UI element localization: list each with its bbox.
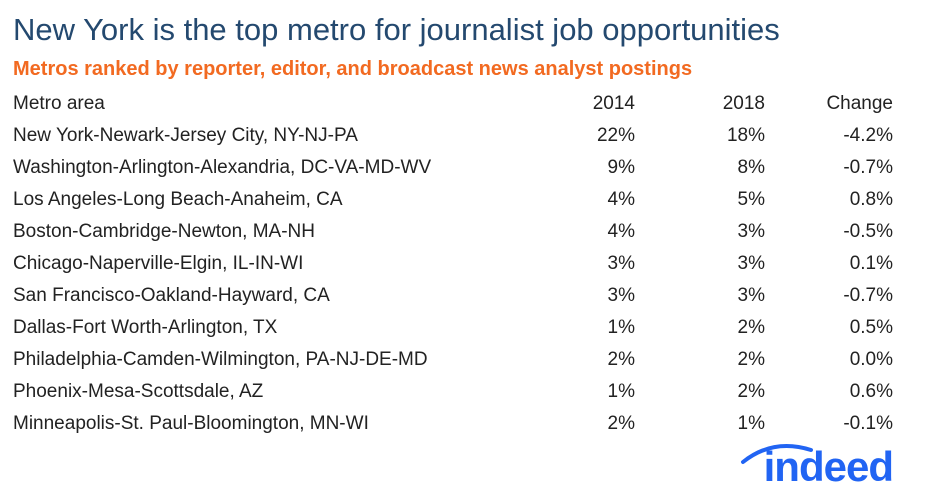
metro-name: Washington-Arlington-Alexandria, DC-VA-M… (13, 157, 432, 178)
table-cell: 4% (607, 221, 635, 242)
table-cell: 2% (607, 413, 635, 434)
table-cell: 2% (737, 381, 765, 402)
table-cell: 0.1% (849, 253, 893, 274)
table-cell: 8% (737, 157, 765, 178)
table-cell: 1% (737, 413, 765, 434)
table-cell: 0.5% (849, 317, 893, 338)
title: New York is the top metro for journalist… (13, 12, 780, 47)
table-cell: 1% (607, 381, 635, 402)
metro-name: New York-Newark-Jersey City, NY-NJ-PA (13, 125, 358, 146)
logo: indeed (733, 440, 894, 490)
table-cell: -0.7% (843, 157, 893, 178)
table-cell: 22% (596, 125, 635, 146)
table-cell: 5% (737, 189, 765, 210)
column-header: 2018 (722, 93, 765, 114)
logo-text: indeed (763, 443, 894, 490)
table-cell: 2% (607, 349, 635, 370)
metro-name: Phoenix-Mesa-Scottsdale, AZ (13, 381, 264, 402)
table-cell: 3% (737, 221, 765, 242)
table-cell: -0.7% (843, 285, 893, 306)
column-header: 2014 (592, 93, 635, 114)
metro-name: Boston-Cambridge-Newton, MA-NH (13, 221, 315, 242)
column-header: Change (826, 93, 893, 114)
table-cell: 3% (737, 253, 765, 274)
table-cell: 9% (607, 157, 635, 178)
metro-name: Chicago-Naperville-Elgin, IL-IN-WI (13, 253, 304, 274)
metro-name: Minneapolis-St. Paul-Bloomington, MN-WI (13, 413, 369, 434)
table-cell: 18% (726, 125, 765, 146)
table-cell: 3% (607, 285, 635, 306)
metro-name: Philadelphia-Camden-Wilmington, PA-NJ-DE… (13, 349, 428, 370)
table-cell: 4% (607, 189, 635, 210)
table-cell: 0.6% (849, 381, 893, 402)
table-cell: 3% (607, 253, 635, 274)
subtitle: Metros ranked by reporter, editor, and b… (13, 58, 693, 80)
table-cell: 0.0% (849, 349, 893, 370)
table-cell: -4.2% (843, 125, 893, 146)
table-cell: -0.5% (843, 221, 893, 242)
column-header: Metro area (13, 93, 105, 114)
metro-name: San Francisco-Oakland-Hayward, CA (13, 285, 330, 306)
table-cell: 3% (737, 285, 765, 306)
table-cell: 0.8% (849, 189, 893, 210)
table-cell: 1% (607, 317, 635, 338)
table-cell: 2% (737, 317, 765, 338)
logo-arc (741, 444, 813, 464)
table-cell: -0.1% (843, 413, 893, 434)
metro-name: Dallas-Fort Worth-Arlington, TX (13, 317, 278, 338)
table-cell: 2% (737, 349, 765, 370)
metro-name: Los Angeles-Long Beach-Anaheim, CA (13, 189, 343, 210)
